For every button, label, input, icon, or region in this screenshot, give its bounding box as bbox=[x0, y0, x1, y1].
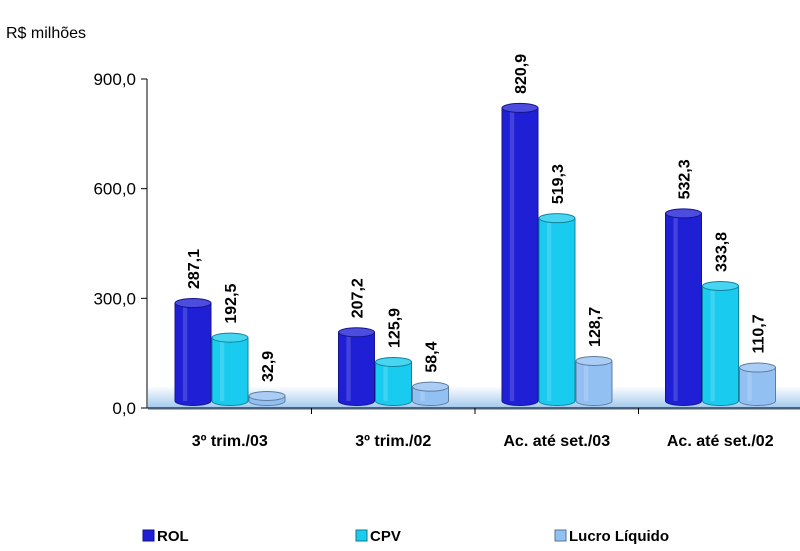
bar-rol bbox=[174, 298, 212, 406]
x-category-label: Ac. até set./03 bbox=[503, 433, 610, 450]
y-tick-label: 600,0 bbox=[93, 180, 136, 199]
x-category-label: 3º trim./02 bbox=[355, 433, 431, 450]
data-label: 192,5 bbox=[223, 283, 240, 323]
bar-cpv bbox=[211, 332, 249, 406]
bar-cpv bbox=[375, 356, 412, 406]
legend-label: Lucro Líquido bbox=[569, 528, 669, 545]
data-labels: 287,1 192,5 32,9 207,2 125,9 58,4 820,9 519,3 12… bbox=[186, 54, 768, 382]
bar-lucro-líquido bbox=[575, 355, 613, 406]
bar-lucro-líquido bbox=[739, 362, 776, 406]
data-label: 58,4 bbox=[424, 341, 441, 372]
legend-swatch bbox=[554, 529, 567, 542]
bar-rol bbox=[665, 208, 702, 406]
data-label: 333,8 bbox=[714, 232, 731, 272]
bar-lucro-líquido bbox=[248, 390, 286, 406]
data-label: 532,3 bbox=[677, 159, 694, 199]
data-label: 519,3 bbox=[550, 164, 567, 204]
legend-item: CPV bbox=[355, 528, 401, 545]
bar-rol bbox=[501, 102, 539, 406]
legend: ROL CPV Lucro Líquido bbox=[142, 528, 669, 545]
legend-label: CPV bbox=[370, 528, 401, 545]
data-label: 110,7 bbox=[751, 314, 768, 353]
x-category-label: Ac. até set./02 bbox=[667, 433, 774, 450]
data-label: 207,2 bbox=[350, 278, 367, 318]
data-label: 128,7 bbox=[587, 307, 604, 347]
data-label: 32,9 bbox=[260, 351, 277, 382]
unit-label: R$ milhões bbox=[6, 25, 86, 42]
legend-swatch bbox=[355, 529, 368, 542]
bar-rol bbox=[338, 327, 375, 406]
bar-cpv bbox=[538, 213, 576, 406]
data-label: 287,1 bbox=[186, 249, 203, 289]
legend-item: ROL bbox=[142, 528, 189, 545]
data-label: 125,9 bbox=[387, 308, 404, 348]
data-label: 820,9 bbox=[513, 54, 530, 94]
x-category-label: 3º trim./03 bbox=[192, 433, 268, 450]
x-axis-categories: 3º trim./03 3º trim./02 Ac. até set./03 Ac.… bbox=[192, 408, 774, 450]
bar-cpv bbox=[702, 280, 739, 406]
y-tick-label: 300,0 bbox=[93, 289, 136, 308]
y-axis-ticks: 0,0 300,0 600,0 900,0 bbox=[93, 70, 147, 418]
legend-item: Lucro Líquido bbox=[554, 528, 669, 545]
bar-lucro-líquido bbox=[412, 381, 449, 406]
y-tick-label: 900,0 bbox=[93, 70, 136, 89]
legend-label: ROL bbox=[157, 528, 189, 545]
legend-swatch bbox=[142, 529, 155, 542]
y-tick-label: 0,0 bbox=[112, 399, 136, 418]
bars bbox=[174, 102, 776, 406]
